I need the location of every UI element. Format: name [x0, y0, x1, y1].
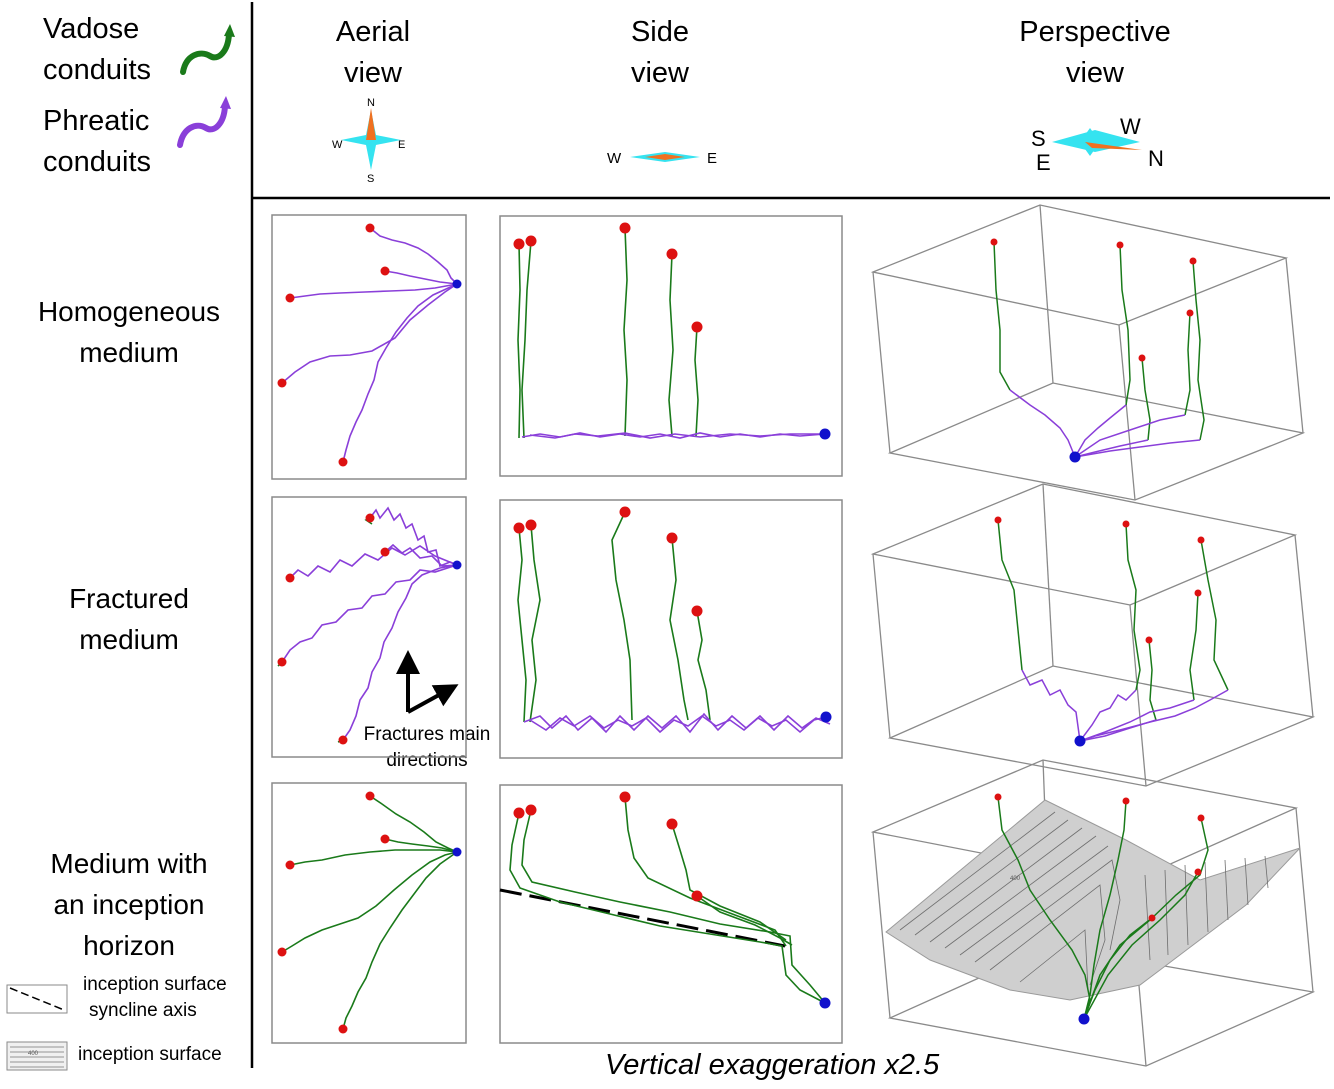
fractured-aerial-points: [277, 513, 462, 745]
legend-surface-label: inception surface: [78, 1044, 222, 1065]
legend-vadose-label: Vadose conduits: [43, 13, 152, 86]
panel-fractured-aerial: [271, 496, 467, 758]
side-compass-icon: W E: [607, 150, 717, 167]
homogeneous-aerial-conduits: [281, 227, 458, 463]
row-label-inception: Medium with an inception horizon: [50, 848, 208, 961]
inception-perspective-conduits: [997, 796, 1209, 1020]
homogeneous-side-conduits: [517, 227, 826, 439]
legend-phreatic-label: Phreatic conduits: [43, 105, 152, 178]
homogeneous-aerial-points: [277, 223, 462, 467]
inception-side-points: [513, 791, 831, 1009]
inception-perspective-points: [994, 793, 1205, 1025]
vadose-arrow-tip: [224, 24, 235, 37]
inception-side-conduits: [509, 796, 826, 1004]
aerial-compass-w: W: [332, 139, 343, 151]
homogeneous-side-points: [513, 222, 831, 440]
inception-aerial-points: [277, 791, 462, 1034]
column-header-aerial: Aerial view: [335, 16, 411, 89]
fractured-side-conduits: [517, 511, 831, 734]
homogeneous-perspective-conduits: [993, 241, 1205, 458]
aerial-compass-s: S: [367, 173, 374, 185]
homogeneous-perspective-box: [870, 204, 1306, 501]
row-label-homogeneous: Homogeneous medium: [37, 296, 221, 368]
inception-aerial-conduits: [281, 795, 458, 1030]
fractured-perspective-box: [870, 483, 1316, 787]
legend-contour-value: 400: [28, 1051, 39, 1057]
panel-inception-aerial: [271, 782, 467, 1044]
legend-syncline-label: inception surface syncline axis: [83, 974, 227, 1021]
perspective-compass-icon: S E W N: [1031, 114, 1164, 175]
vadose-conduit-icon: [180, 31, 232, 75]
syncline-axis-legend-icon: [6, 984, 68, 1014]
fractured-aerial-conduits: [281, 506, 458, 741]
fracture-directions-arrows: [396, 650, 459, 714]
inception-surface-legend-icon: 400: [6, 1041, 68, 1071]
panel-homogeneous-side: [499, 215, 843, 477]
homogeneous-perspective-points: [990, 238, 1197, 463]
aerial-compass-n: N: [367, 97, 375, 109]
fractured-perspective-points: [994, 516, 1205, 747]
panel-fractured-side: [499, 499, 843, 759]
inception-syncline-axis-line: [499, 888, 786, 948]
side-compass-w: W: [607, 150, 622, 167]
phreatic-arrow-tip: [220, 96, 231, 109]
figure-caption: Vertical exaggeration x2.5: [605, 1049, 940, 1081]
persp-compass-w: W: [1120, 114, 1141, 139]
panel-homogeneous-aerial: [271, 214, 467, 480]
fractured-side-points: [513, 506, 832, 723]
phreatic-conduit-icon: [177, 103, 228, 148]
column-header-side: Side view: [630, 16, 690, 89]
fractured-perspective-conduits: [997, 519, 1229, 742]
persp-compass-n: N: [1148, 146, 1164, 171]
aerial-compass-icon: N S W E: [332, 97, 405, 185]
persp-compass-s: S: [1031, 126, 1046, 151]
inception-perspective-surface: 400: [885, 799, 1301, 1001]
persp-compass-e: E: [1036, 150, 1051, 175]
side-compass-e: E: [707, 150, 717, 167]
row-label-fractured: Fractured medium: [69, 583, 189, 655]
fractures-note: Fractures main directions: [363, 724, 491, 771]
aerial-compass-e: E: [398, 139, 405, 151]
surface-contour-value: 400: [1010, 876, 1021, 882]
panel-inception-side: [499, 784, 843, 1044]
column-header-perspective: Perspective view: [1019, 16, 1171, 89]
